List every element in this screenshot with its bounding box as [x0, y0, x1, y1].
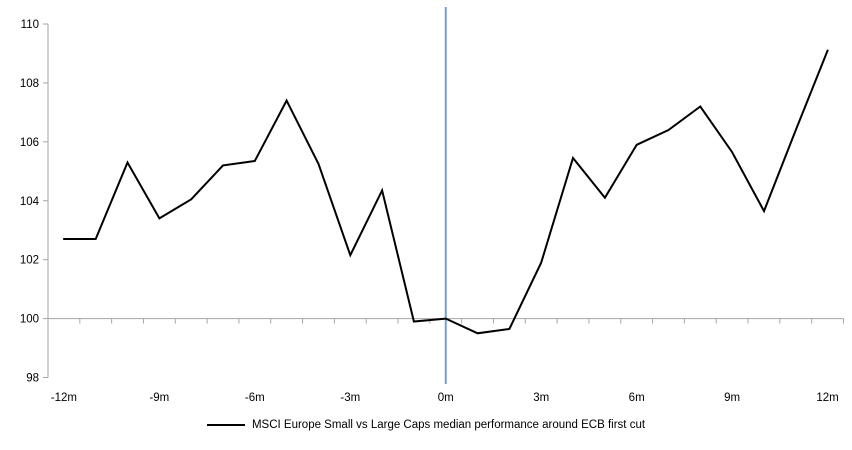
x-tick-label: -3m	[340, 392, 360, 404]
y-tick-label: 108	[20, 78, 39, 90]
x-tick-label: -6m	[245, 392, 265, 404]
legend-label: MSCI Europe Small vs Large Caps median p…	[251, 419, 646, 431]
y-tick-label: 98	[26, 373, 39, 385]
x-tick-label: 6m	[629, 392, 645, 404]
series-line	[62, 49, 829, 335]
legend: MSCI Europe Small vs Large Caps median p…	[0, 419, 852, 431]
x-tick-label: -12m	[51, 392, 77, 404]
y-tick-label: 100	[20, 314, 39, 326]
x-tick-label: 9m	[724, 392, 740, 404]
y-tick-label: 110	[21, 19, 39, 31]
x-tick-label: 3m	[533, 392, 549, 404]
x-tick-label: 0m	[438, 392, 454, 404]
y-tick-label: 106	[20, 137, 39, 149]
x-tick-label: -9m	[149, 392, 169, 404]
y-tick-label: 104	[20, 196, 40, 208]
legend-line-sample	[206, 424, 245, 426]
x-tick-label: 12m	[816, 392, 838, 404]
y-tick-label: 102	[20, 255, 39, 267]
